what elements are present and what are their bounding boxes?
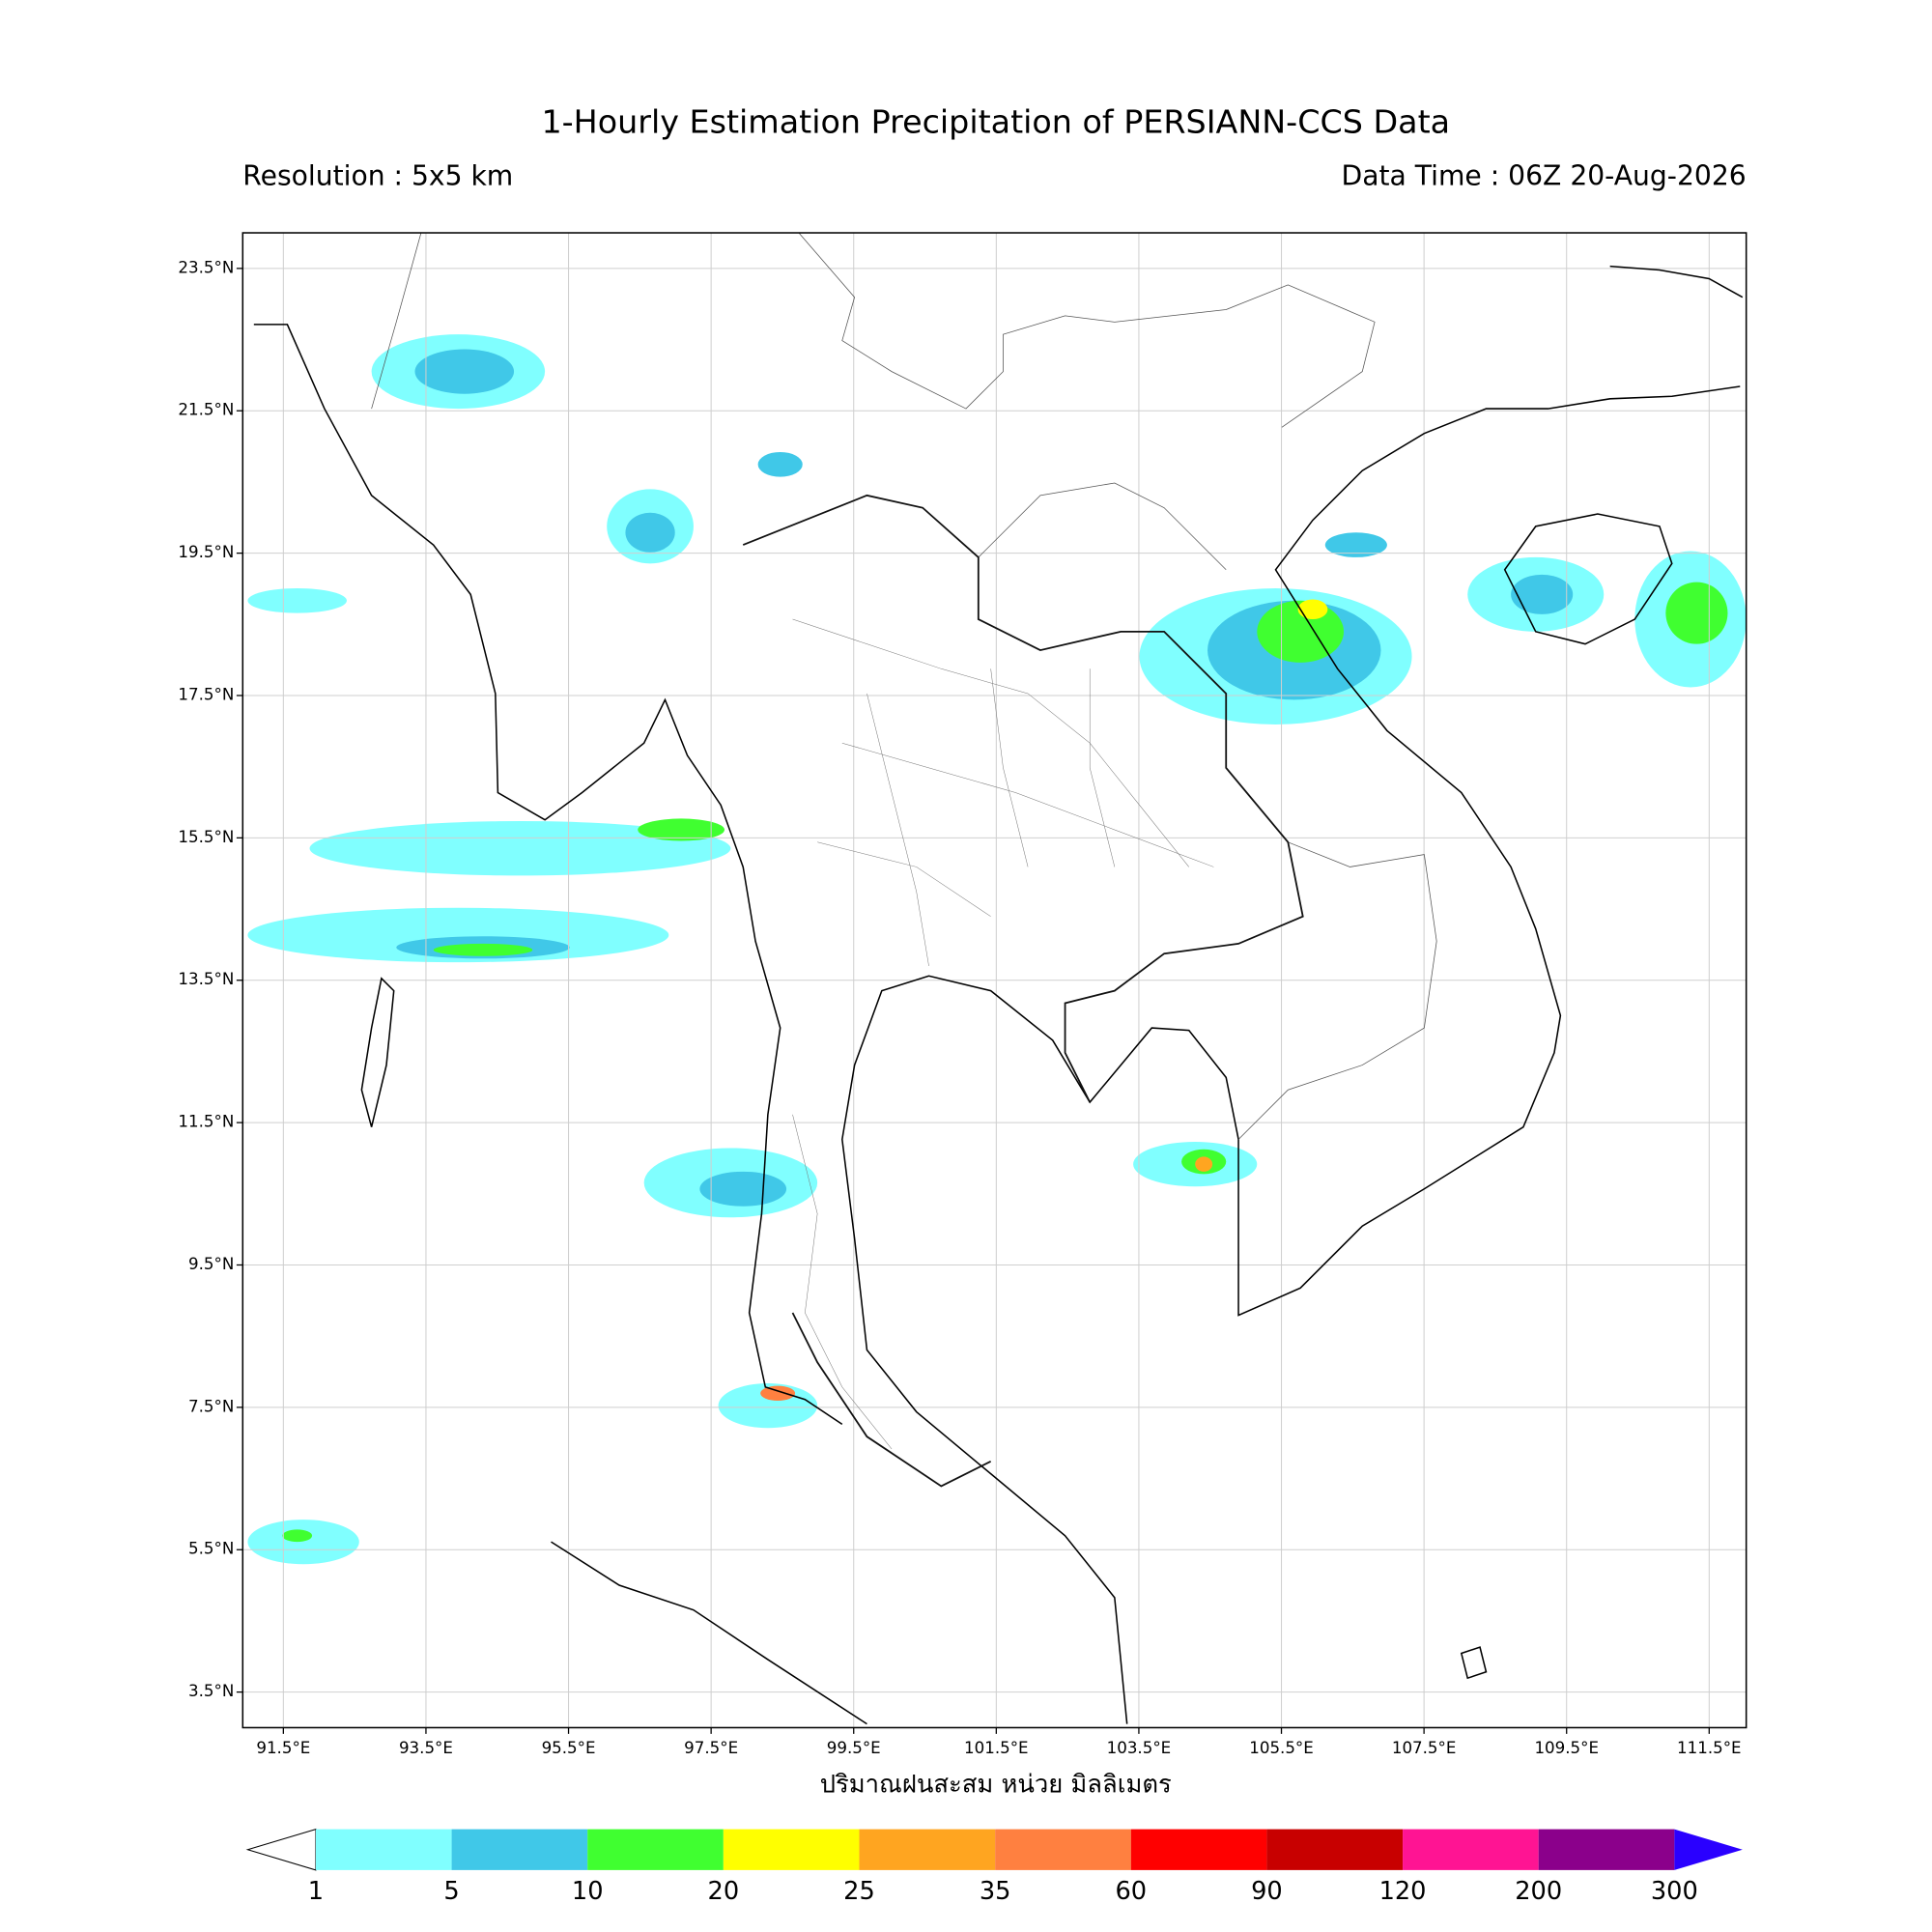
colorbar-label: 300: [1651, 1877, 1698, 1906]
lat-tick-label: 17.5°N: [178, 685, 234, 703]
lon-tick-label: 99.5°E: [827, 1739, 881, 1757]
lat-tick-label: 19.5°N: [178, 543, 234, 561]
lon-tick-label: 107.5°E: [1392, 1739, 1457, 1757]
lat-tick-label: 11.5°N: [178, 1113, 234, 1131]
colorbar-label: 120: [1379, 1877, 1427, 1906]
lon-tick-label: 103.5°E: [1107, 1739, 1172, 1757]
lon-tick-label: 105.5°E: [1249, 1739, 1314, 1757]
colorbar-label: 25: [843, 1877, 875, 1906]
lat-tick-label: 15.5°N: [178, 828, 234, 846]
colorbar-segment: [1403, 1829, 1539, 1870]
lat-tick-label: 5.5°N: [188, 1540, 234, 1558]
lon-tick-label: 97.5°E: [684, 1739, 738, 1757]
colorbar-segment: [995, 1829, 1131, 1870]
data-time: Data Time : 06Z 20-Aug-2026: [1342, 159, 1747, 191]
colorbar-segment: [1130, 1829, 1267, 1870]
lon-tick-label: 101.5°E: [964, 1739, 1029, 1757]
colorbar-label: 35: [980, 1877, 1011, 1906]
colorbar-over: [1674, 1829, 1743, 1870]
colorbar-label: 60: [1115, 1877, 1147, 1906]
colorbar-label: 200: [1515, 1877, 1562, 1906]
colorbar-segment: [587, 1829, 724, 1870]
colorbar-segment: [451, 1829, 588, 1870]
lat-tick-label: 21.5°N: [178, 401, 234, 419]
lat-tick-label: 7.5°N: [188, 1397, 234, 1415]
lat-tick-label: 3.5°N: [188, 1682, 234, 1700]
colorbar-segment: [859, 1829, 996, 1870]
colorbar-label: 10: [572, 1877, 604, 1906]
lat-tick-label: 23.5°N: [178, 258, 234, 276]
lon-tick-label: 111.5°E: [1677, 1739, 1742, 1757]
lat-tick-label: 9.5°N: [188, 1255, 234, 1273]
colorbar-under: [245, 1828, 317, 1871]
x-axis-label: ปริมาณฝนสะสม หน่วย มิลลิเมตร: [820, 1771, 1172, 1800]
lat-tick-label: 13.5°N: [178, 970, 234, 988]
colorbar-label: 1: [308, 1877, 324, 1906]
resolution: Resolution : 5x5 km: [242, 159, 513, 191]
colorbar-segment: [1538, 1829, 1675, 1870]
coastlines: [253, 265, 1744, 1725]
precipitation-field: [247, 334, 1747, 1565]
lon-tick-label: 93.5°E: [399, 1739, 453, 1757]
title: 1-Hourly Estimation Precipitation of PER…: [541, 103, 1450, 141]
colorbar-segment: [1266, 1829, 1404, 1870]
borders: [371, 232, 1437, 1488]
colorbar-segment: [315, 1829, 452, 1870]
graticule: [242, 233, 1747, 1728]
colorbar-label: 90: [1251, 1877, 1283, 1906]
colorbar-label: 5: [443, 1877, 459, 1906]
colorbar-label: 20: [708, 1877, 740, 1906]
colorbar-segment: [723, 1829, 860, 1870]
colorbar: 1 5 10 20 25 35 60 90 120 200 300: [245, 1828, 1743, 1906]
lon-tick-label: 109.5°E: [1534, 1739, 1599, 1757]
lon-tick-label: 95.5°E: [542, 1739, 596, 1757]
lon-tick-label: 91.5°E: [256, 1739, 310, 1757]
